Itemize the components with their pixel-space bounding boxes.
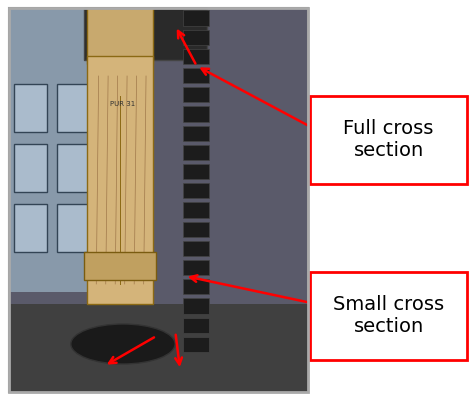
Bar	[14, 84, 47, 132]
Bar	[182, 68, 209, 83]
Text: PUR 31: PUR 31	[109, 101, 135, 107]
Bar	[87, 8, 153, 64]
FancyBboxPatch shape	[310, 96, 467, 184]
Bar	[182, 30, 209, 45]
Bar	[182, 126, 209, 141]
Bar	[9, 304, 308, 392]
Bar	[182, 260, 209, 275]
FancyBboxPatch shape	[310, 272, 467, 360]
Bar	[182, 106, 209, 122]
Bar	[87, 56, 153, 304]
Bar	[182, 222, 209, 237]
Bar	[9, 8, 308, 392]
Bar	[182, 298, 209, 314]
Ellipse shape	[71, 324, 175, 364]
Bar	[182, 87, 209, 102]
Bar	[182, 49, 209, 64]
Text: Small cross
section: Small cross section	[333, 296, 444, 336]
Text: Full cross
section: Full cross section	[344, 120, 434, 160]
Bar	[182, 145, 209, 160]
Bar	[9, 8, 123, 292]
Bar	[57, 144, 90, 192]
Bar	[182, 10, 209, 26]
Bar	[57, 204, 90, 252]
Bar	[182, 318, 209, 333]
Bar	[182, 183, 209, 198]
Bar	[182, 337, 209, 352]
Bar	[9, 8, 308, 392]
Bar	[14, 144, 47, 192]
Bar	[182, 202, 209, 218]
Bar	[182, 164, 209, 179]
Bar	[14, 204, 47, 252]
Bar	[57, 84, 90, 132]
Bar	[84, 8, 207, 60]
Bar	[84, 252, 155, 280]
Bar	[182, 241, 209, 256]
Bar	[182, 279, 209, 294]
